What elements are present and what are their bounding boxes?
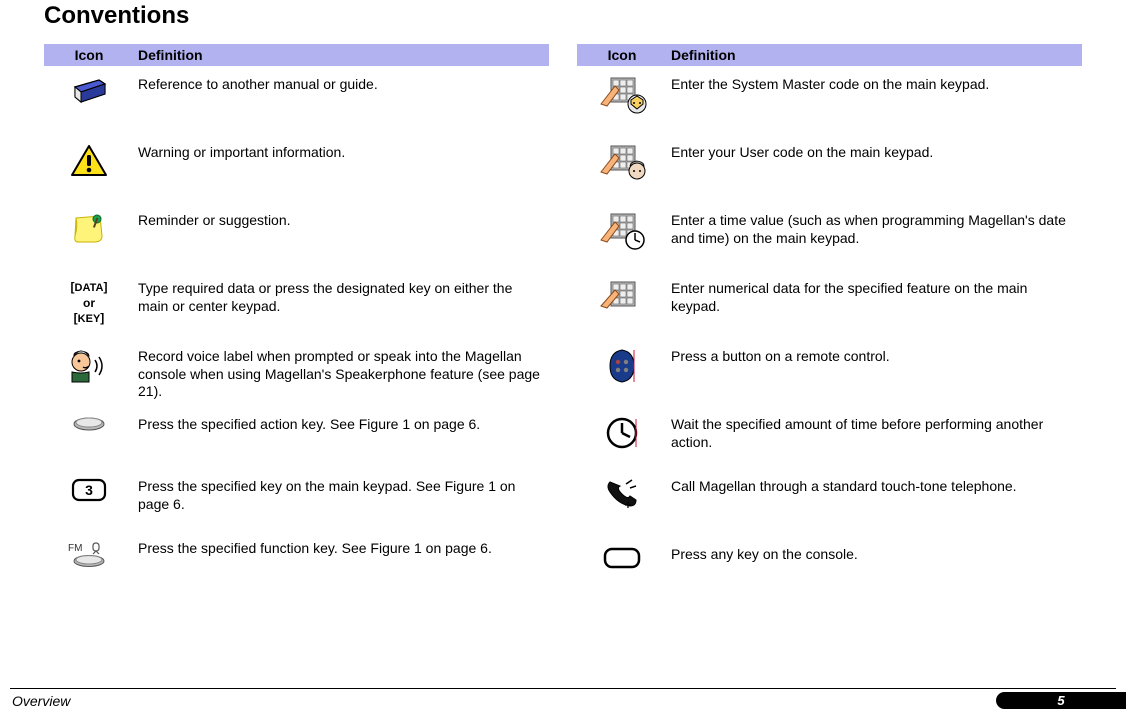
definition-text: Press the specified action key. See Figu… [134, 416, 549, 434]
table-row: Enter the System Master code on the main… [577, 66, 1082, 134]
table-row: Press the specified action key. See Figu… [44, 406, 549, 468]
header-definition-label: Definition [134, 44, 549, 66]
keypad-user-icon [597, 144, 647, 182]
definition-text: Type required data or press the designat… [134, 280, 549, 315]
definition-text: Enter the System Master code on the main… [667, 76, 1082, 94]
page-title: Conventions [44, 2, 1082, 30]
telephone-icon [604, 478, 640, 508]
table-row: 3 Press the specified key on the main ke… [44, 468, 549, 530]
table-row: Warning or important information. [44, 134, 549, 202]
definition-text: Press the specified function key. See Fi… [134, 540, 549, 558]
header-icon-label: Icon [44, 44, 134, 66]
definition-text: Reference to another manual or guide. [134, 76, 549, 94]
definition-text: Record voice label when prompted or spea… [134, 348, 549, 401]
table-row: Enter numerical data for the specified f… [577, 270, 1082, 338]
keypad-time-icon [597, 212, 647, 250]
clock-icon [605, 416, 639, 450]
page-footer: Overview 5 [0, 688, 1126, 709]
keypad-key-icon: 3 [71, 478, 107, 502]
warning-icon [70, 144, 108, 178]
blank-key-icon [602, 546, 642, 570]
table-row: Call Magellan through a standard touch-t… [577, 468, 1082, 530]
fn-label: FM [68, 543, 82, 554]
header-icon-label: Icon [577, 44, 667, 66]
definition-text: Reminder or suggestion. [134, 212, 549, 230]
remote-icon [604, 348, 640, 384]
table-row: Reference to another manual or guide. [44, 66, 549, 134]
definition-text: Enter your User code on the main keypad. [667, 144, 1082, 162]
keypad-master-icon [597, 76, 647, 114]
conventions-columns: Icon Definition Reference to another [44, 44, 1082, 592]
keycap-digit: 3 [85, 482, 93, 498]
table-header: Icon Definition [577, 44, 1082, 66]
table-row: [DATA] or [KEY] Type required data or pr… [44, 270, 549, 338]
left-column: Icon Definition Reference to another [44, 44, 549, 592]
definition-text: Press the specified key on the main keyp… [134, 478, 549, 513]
definition-text: Warning or important information. [134, 144, 549, 162]
table-row: Enter your User code on the main keypad. [577, 134, 1082, 202]
table-row: Record voice label when prompted or spea… [44, 338, 549, 406]
table-row: Wait the specified amount of time before… [577, 406, 1082, 468]
keypad-numeric-icon [597, 280, 647, 314]
table-row: Reminder or suggestion. [44, 202, 549, 270]
table-row: FM Press the specified function key. See… [44, 530, 549, 592]
action-key-icon [72, 416, 106, 432]
definition-text: Call Magellan through a standard touch-t… [667, 478, 1082, 496]
table-row: Enter a time value (such as when program… [577, 202, 1082, 270]
definition-text: Press any key on the console. [667, 540, 1082, 564]
footer-section: Overview [10, 693, 70, 709]
footer-page-number: 5 [996, 692, 1126, 709]
book-icon [69, 76, 109, 106]
definition-text: Enter numerical data for the specified f… [667, 280, 1082, 315]
header-definition-label: Definition [667, 44, 1082, 66]
table-row: Press a button on a remote control. [577, 338, 1082, 406]
definition-text: Wait the specified amount of time before… [667, 416, 1082, 451]
function-key-icon: FM [66, 540, 112, 568]
speak-icon [67, 348, 111, 384]
table-row: Press any key on the console. [577, 530, 1082, 592]
definition-text: Enter a time value (such as when program… [667, 212, 1082, 247]
sticky-note-icon [70, 212, 108, 246]
data-key-text-icon: [DATA] or [KEY] [71, 280, 108, 327]
right-column: Icon Definition [577, 44, 1082, 592]
definition-text: Press a button on a remote control. [667, 348, 1082, 366]
table-header: Icon Definition [44, 44, 549, 66]
